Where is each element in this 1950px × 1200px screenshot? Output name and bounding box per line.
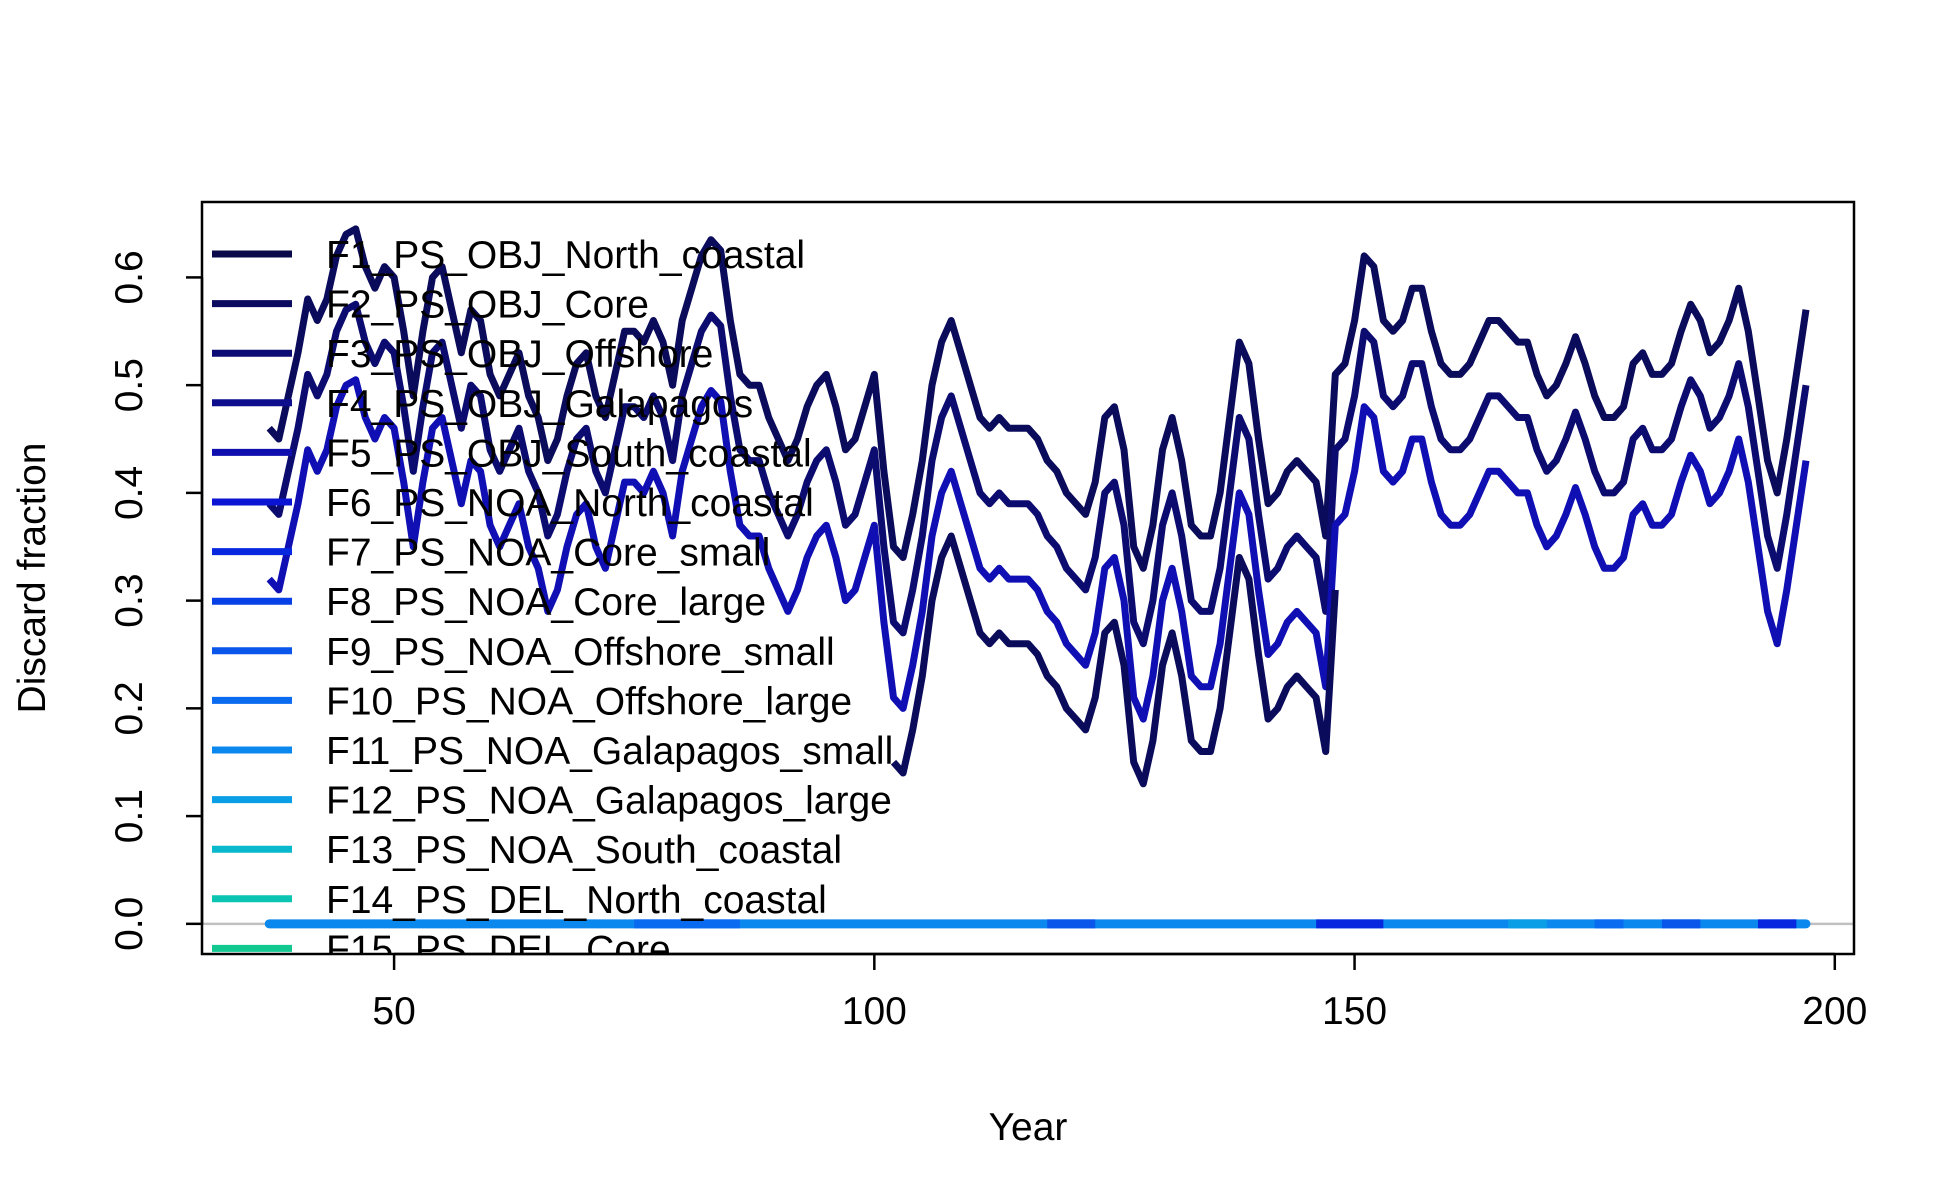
series-line-3 bbox=[266, 376, 1810, 723]
legend-label: F8_PS_NOA_Core_large bbox=[326, 581, 766, 624]
x-tick-label: 100 bbox=[842, 990, 907, 1033]
legend-label: F3_PS_OBJ_Offshore bbox=[326, 333, 713, 376]
legend-label: F10_PS_NOA_Offshore_large bbox=[326, 680, 852, 723]
y-tick-label: 0.5 bbox=[108, 358, 151, 412]
legend-label: F9_PS_NOA_Offshore_small bbox=[326, 631, 835, 674]
series-line-lower-dip bbox=[890, 532, 1339, 788]
legend-label: F11_PS_NOA_Galapagos_small bbox=[326, 730, 893, 773]
x-axis: 50 100 150 200 bbox=[372, 952, 1867, 1033]
legend-label: F15_PS_DEL_Core bbox=[326, 928, 671, 971]
y-tick-label: 0.0 bbox=[108, 897, 151, 951]
legend-label: F5_PS_OBJ_South_coastal bbox=[326, 432, 812, 475]
x-tick-label: 150 bbox=[1322, 990, 1387, 1033]
legend-label: F2_PS_OBJ_Core bbox=[326, 284, 649, 327]
y-tick-label: 0.4 bbox=[108, 466, 151, 520]
x-tick-label: 50 bbox=[372, 990, 415, 1033]
legend-label: F7_PS_NOA_Core_small bbox=[326, 532, 770, 575]
legend-label: F14_PS_DEL_North_coastal bbox=[326, 879, 827, 922]
legend: F1_PS_OBJ_North_coastal F2_PS_OBJ_Core F3_… bbox=[212, 234, 893, 971]
legend-label: F6_PS_NOA_North_coastal bbox=[326, 482, 814, 525]
y-tick-label: 0.6 bbox=[108, 250, 151, 304]
series-lines bbox=[202, 225, 1854, 929]
y-axis: 0.0 0.1 0.2 0.3 0.4 0.5 0.6 bbox=[108, 250, 204, 951]
legend-label: F1_PS_OBJ_North_coastal bbox=[326, 234, 805, 277]
legend-label: F4_PS_OBJ_Galapagos bbox=[326, 383, 753, 426]
x-tick-label: 200 bbox=[1802, 990, 1867, 1033]
series-line-1 bbox=[266, 225, 1810, 572]
y-tick-label: 0.3 bbox=[108, 573, 151, 627]
y-axis-title: Discard fraction bbox=[11, 443, 54, 714]
x-axis-title: Year bbox=[989, 1106, 1068, 1149]
legend-label: F12_PS_NOA_Galapagos_large bbox=[326, 780, 892, 823]
y-tick-label: 0.1 bbox=[108, 789, 151, 843]
y-tick-label: 0.2 bbox=[108, 681, 151, 735]
series-line-2 bbox=[266, 300, 1810, 648]
legend-label: F13_PS_NOA_South_coastal bbox=[326, 829, 842, 872]
